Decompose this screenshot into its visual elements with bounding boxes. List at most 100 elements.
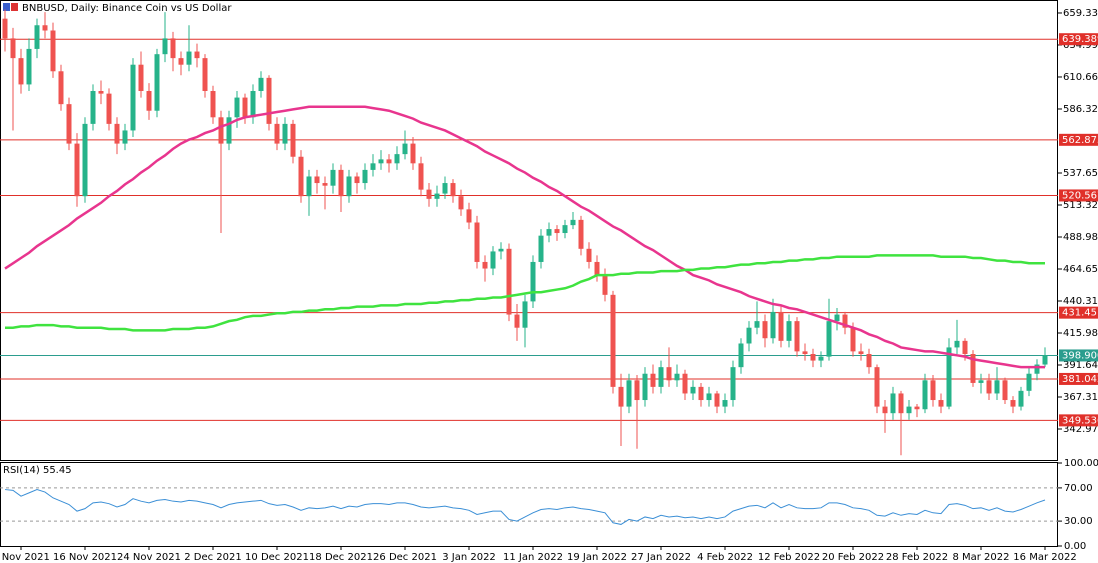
level-label-box <box>1059 33 1098 46</box>
candle-body <box>402 143 408 155</box>
x-tick-label: 24 Nov 2021 <box>117 552 181 563</box>
y-tick-label: 367.310 <box>1063 392 1098 403</box>
candle-body <box>1010 400 1016 407</box>
candle-body <box>218 117 224 144</box>
candle-body <box>418 163 424 190</box>
candle-body <box>866 354 872 368</box>
candle-body <box>994 380 1000 394</box>
candle-body <box>730 367 736 401</box>
candle-body <box>250 91 256 118</box>
y-tick-label: 659.330 <box>1063 8 1098 19</box>
candle-body <box>354 176 360 184</box>
candle-body <box>602 275 608 295</box>
candle-body <box>50 30 56 72</box>
level-label-box <box>1059 189 1098 202</box>
candle-body <box>794 321 800 352</box>
candle-body <box>954 340 960 348</box>
current-price-box <box>1059 349 1098 362</box>
candle-body <box>770 311 776 339</box>
candle-body <box>394 154 400 164</box>
y-tick-label: 391.645 <box>1063 360 1098 371</box>
candle-body <box>98 91 104 94</box>
candle-body <box>450 183 456 197</box>
chart-title: BNBUSD, Daily: Binance Coin vs US Dollar <box>22 3 232 14</box>
candle-body <box>466 209 472 223</box>
candle-body <box>410 143 416 164</box>
candle-body <box>370 163 376 170</box>
level-label-box <box>1059 306 1098 319</box>
candle-body <box>634 380 640 401</box>
rsi-panel-frame <box>0 462 1058 547</box>
candle-body <box>282 123 288 144</box>
candle-body <box>514 314 520 328</box>
y-tick-label: 537.655 <box>1063 168 1098 179</box>
candle-body <box>690 386 696 394</box>
candle-body <box>1034 364 1040 374</box>
candle-body <box>146 91 152 111</box>
x-tick-label: 3 Jan 2022 <box>442 552 496 563</box>
candle-body <box>458 196 464 210</box>
candle-body <box>474 222 480 262</box>
candle-body <box>322 183 328 186</box>
candle-body <box>610 294 616 387</box>
candle-body <box>914 406 920 410</box>
candle-body <box>226 117 232 144</box>
y-tick-label: 100.00 <box>1064 458 1098 469</box>
level-label: 349.536 <box>1062 415 1098 426</box>
y-tick-label: 0.00 <box>1064 541 1086 552</box>
candle-body <box>338 169 344 197</box>
candle-body <box>746 327 752 344</box>
candle-body <box>434 193 440 199</box>
candle-body <box>722 400 728 407</box>
y-tick-label: 342.975 <box>1063 424 1098 435</box>
candle-body <box>986 380 992 394</box>
level-label: 381.042 <box>1062 374 1098 385</box>
y-tick-label: 30.00 <box>1064 516 1093 527</box>
candle-body <box>546 229 552 236</box>
candle-body <box>162 38 168 55</box>
candle-body <box>778 311 784 341</box>
moving-average-line <box>5 254 1045 332</box>
candle-body <box>530 261 536 302</box>
candle-body <box>138 64 144 92</box>
y-tick-label: 610.660 <box>1063 72 1098 83</box>
candle-body <box>58 71 64 105</box>
moving-average-line <box>4 105 1045 369</box>
candle-body <box>570 219 576 226</box>
candle-body <box>498 248 504 252</box>
level-label-box <box>1059 372 1098 385</box>
y-tick-label: 634.995 <box>1063 40 1098 51</box>
candle-body <box>666 367 672 381</box>
candle-body <box>2 18 8 39</box>
current-price-label: 398.900 <box>1062 350 1098 361</box>
candle-body <box>114 123 120 144</box>
symbol-icon <box>3 3 18 11</box>
candle-body <box>802 351 808 355</box>
candle-body <box>386 159 392 164</box>
candle-body <box>786 321 792 341</box>
candle-body <box>922 380 928 410</box>
candle-body <box>754 321 760 328</box>
candle-body <box>698 386 704 401</box>
candle-body <box>34 25 40 49</box>
candle-body <box>834 314 840 322</box>
main-panel-frame <box>0 0 1058 461</box>
candle-body <box>850 327 856 352</box>
candle-body <box>674 373 680 381</box>
candle-body <box>890 393 896 414</box>
x-tick-label: 8 Nov 2021 <box>0 552 50 563</box>
candle-body <box>826 321 832 357</box>
rsi-line <box>4 489 1046 525</box>
candle-body <box>186 51 192 65</box>
candle-body <box>74 143 80 197</box>
candle-body <box>650 373 656 387</box>
candle-body <box>154 54 160 111</box>
candle-body <box>626 380 632 407</box>
candle-body <box>562 225 568 234</box>
candle-body <box>970 354 976 383</box>
candle-body <box>978 380 984 383</box>
candle-body <box>106 93 112 124</box>
candle-body <box>522 301 528 328</box>
x-tick-label: 16 Nov 2021 <box>53 552 117 563</box>
